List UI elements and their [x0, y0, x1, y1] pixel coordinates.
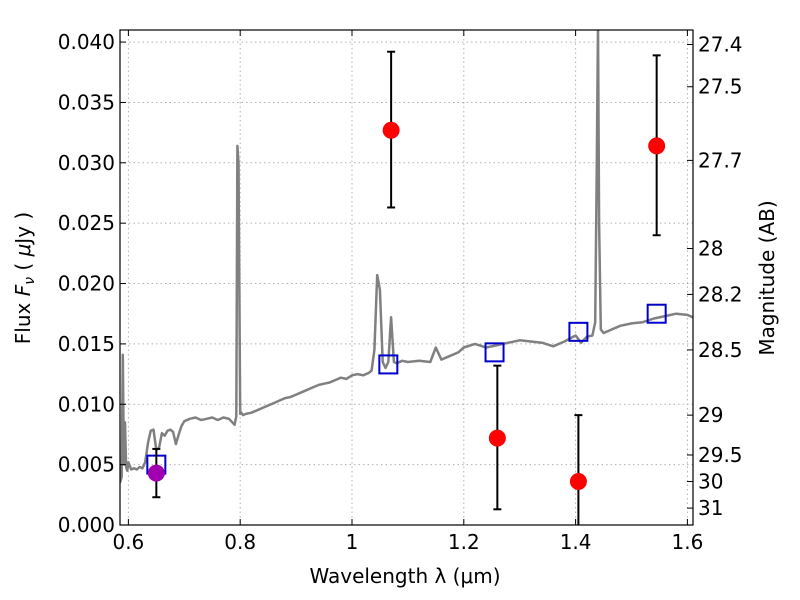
mag-tick-label: 27.4 [698, 32, 743, 56]
plot-frame [119, 29, 694, 526]
y-tick-label: 0.020 [58, 272, 115, 296]
spectrum-line [120, 30, 693, 484]
x-axis-label: Wavelength λ (μm) [309, 564, 500, 588]
y-axis-label: Flux Fν ( μJy ) [11, 212, 38, 344]
grid-lines [120, 30, 693, 526]
observed-point [382, 121, 400, 139]
mag-tick-label: 27.7 [698, 148, 743, 172]
x-tick-label: 0.8 [224, 530, 256, 554]
y-tick-label: 0.030 [58, 151, 115, 175]
mag-tick-label: 29 [698, 403, 723, 427]
mag-tick-label: 31 [698, 496, 723, 520]
mag-tick-label: 28 [698, 237, 723, 261]
x-tick-label: 1.2 [448, 530, 480, 554]
plot-area [120, 30, 693, 525]
y-tick-label: 0.000 [58, 513, 115, 537]
y-tick-label: 0.035 [58, 90, 115, 114]
y-tick-label: 0.040 [58, 30, 115, 54]
observed-point [488, 429, 506, 447]
mag-tick-label: 28.5 [698, 338, 743, 362]
mag-tick-label: 28.2 [698, 282, 743, 306]
observed-point [569, 473, 587, 491]
observed-point [648, 137, 666, 155]
mag-tick-label: 29.5 [698, 443, 743, 467]
model-square-point [646, 303, 667, 324]
mag-tick-label: 27.5 [698, 75, 743, 99]
y-tick-label: 0.015 [58, 332, 115, 356]
x-tick-label: 1.6 [672, 530, 704, 554]
x-tick-label: 1 [346, 530, 359, 554]
y-tick-label: 0.025 [58, 211, 115, 235]
series-group [120, 30, 693, 525]
x-tick-label: 0.6 [112, 530, 144, 554]
axis-ticks: 0.6 0.8 1 1.2 1.4 1.6 0.000 0.005 0.010 0.015 0.02… [58, 30, 743, 554]
y-axis-right-label: Magnitude (AB) [755, 200, 779, 355]
model-square-point [568, 321, 589, 342]
model-square-point [378, 354, 399, 375]
y-tick-label: 0.010 [58, 392, 115, 416]
y-tick-label: 0.005 [58, 453, 115, 477]
observed-point [147, 464, 165, 482]
mag-tick-label: 30 [698, 470, 723, 494]
model-square-point [484, 342, 505, 363]
x-tick-label: 1.4 [560, 530, 592, 554]
